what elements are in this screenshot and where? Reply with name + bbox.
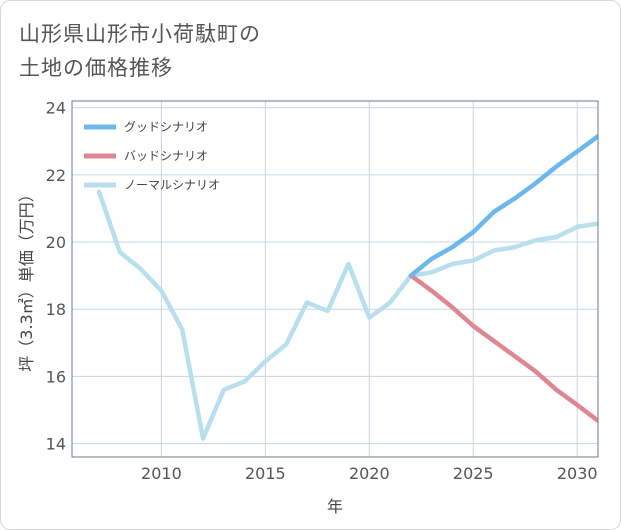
title-line-1: 山形県山形市小荷駄町の [19, 22, 261, 46]
plot-frame [71, 100, 599, 458]
series-line-normal [96, 189, 598, 441]
x-axis-title: 年 [327, 497, 343, 516]
y-tick-label: 22 [46, 166, 66, 185]
y-tick-label: 20 [46, 233, 66, 252]
y-axis-title: 坪（3.3㎡）単価（万円） [17, 186, 36, 371]
y-tick-label: 18 [46, 300, 66, 319]
series-line-good [408, 134, 598, 278]
x-tick-label: 2025 [453, 464, 494, 483]
x-tick-label: 2015 [245, 464, 286, 483]
x-tick-label: 2020 [349, 464, 390, 483]
legend-label-good: グッドシナリオ [124, 120, 208, 134]
chart-title: 山形県山形市小荷駄町の 土地の価格推移 [19, 17, 261, 85]
y-tick-label: 24 [46, 99, 66, 118]
x-tick-label: 2030 [557, 464, 598, 483]
series-line-bad [408, 273, 598, 423]
ticks: 2010 2015 2020 2025 2030 14 16 18 20 22 24 [46, 99, 598, 483]
grid [72, 101, 598, 457]
x-tick-label: 2010 [141, 464, 182, 483]
title-line-2: 土地の価格推移 [19, 56, 173, 80]
legend-label-normal: ノーマルシナリオ [124, 178, 220, 192]
y-tick-label: 16 [46, 367, 66, 386]
legend-label-bad: バッドシナリオ [124, 149, 208, 163]
series-lines [96, 134, 598, 441]
y-tick-label: 14 [46, 435, 66, 454]
